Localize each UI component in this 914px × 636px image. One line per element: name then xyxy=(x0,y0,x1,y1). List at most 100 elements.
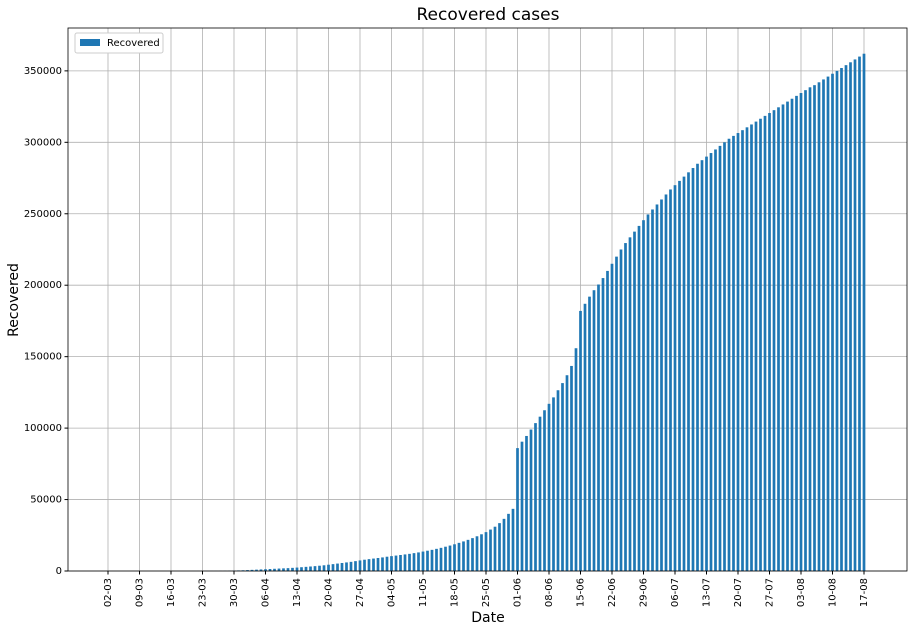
bar xyxy=(561,383,564,571)
x-tick-label: 06-07 xyxy=(670,578,681,607)
y-tick-label: 250000 xyxy=(24,209,62,220)
bar xyxy=(737,133,740,571)
bar xyxy=(809,87,812,571)
legend-swatch xyxy=(80,39,100,46)
bar xyxy=(575,348,578,571)
x-tick-label: 08-06 xyxy=(544,578,555,607)
y-tick-label: 150000 xyxy=(24,352,62,363)
bar xyxy=(647,214,650,571)
bar xyxy=(822,79,825,571)
bar xyxy=(498,523,501,571)
bar xyxy=(764,116,767,571)
bar xyxy=(476,536,479,571)
bar xyxy=(813,85,816,571)
x-tick-label: 20-04 xyxy=(324,578,335,607)
x-tick-label: 06-04 xyxy=(261,578,272,607)
x-tick-label: 10-08 xyxy=(828,578,839,607)
bar xyxy=(719,146,722,571)
bar xyxy=(431,550,434,571)
bar xyxy=(620,249,623,571)
x-tick-label: 16-03 xyxy=(166,578,177,607)
chart-title: Recovered cases xyxy=(417,5,560,25)
bar xyxy=(642,220,645,571)
x-tick-label: 09-03 xyxy=(135,578,146,607)
bar xyxy=(557,390,560,571)
bar xyxy=(300,567,303,571)
bar xyxy=(543,410,546,571)
bar xyxy=(804,90,807,571)
bar xyxy=(408,554,411,571)
bar xyxy=(404,554,407,571)
bar xyxy=(849,62,852,571)
bar xyxy=(399,555,402,571)
x-tick-label: 02-03 xyxy=(103,578,114,607)
bar xyxy=(323,565,326,571)
bar xyxy=(305,567,308,571)
x-tick-label: 23-03 xyxy=(198,578,209,607)
x-tick-label: 13-04 xyxy=(292,578,303,607)
bar xyxy=(602,278,605,571)
bar xyxy=(327,565,330,571)
bar xyxy=(449,546,452,571)
bar xyxy=(521,442,524,571)
bar xyxy=(458,543,461,571)
bar xyxy=(687,172,690,571)
bar xyxy=(606,271,609,571)
x-tick-label: 29-06 xyxy=(639,578,650,607)
bar xyxy=(746,127,749,571)
bar xyxy=(714,149,717,571)
bar xyxy=(345,562,348,571)
bar xyxy=(732,136,735,571)
x-tick-label: 17-08 xyxy=(859,578,870,607)
bar xyxy=(318,566,321,571)
bar xyxy=(368,559,371,571)
bar xyxy=(777,107,780,571)
x-tick-label: 04-05 xyxy=(387,578,398,607)
bar xyxy=(309,566,312,571)
bar xyxy=(435,549,438,571)
bar xyxy=(336,564,339,571)
bar xyxy=(633,232,636,571)
bar xyxy=(768,113,771,571)
legend-label: Recovered xyxy=(107,38,160,49)
bar xyxy=(665,194,668,571)
bar xyxy=(507,514,510,571)
bar xyxy=(728,139,731,571)
bar xyxy=(503,519,506,571)
bar xyxy=(683,177,686,571)
bar xyxy=(656,204,659,571)
y-tick-label: 200000 xyxy=(24,280,62,291)
bar xyxy=(332,564,335,571)
bar xyxy=(593,290,596,571)
x-tick-label: 25-05 xyxy=(481,578,492,607)
bar xyxy=(381,557,384,571)
x-tick-label: 27-04 xyxy=(355,578,366,607)
x-tick-label: 22-06 xyxy=(607,578,618,607)
bar xyxy=(512,509,515,571)
bar xyxy=(831,74,834,571)
bar xyxy=(858,57,861,571)
bar xyxy=(615,257,618,571)
y-tick-label: 100000 xyxy=(24,423,62,434)
bar xyxy=(701,160,704,571)
bar xyxy=(462,541,465,571)
bar xyxy=(863,54,866,571)
bar xyxy=(377,558,380,571)
bar xyxy=(800,93,803,571)
x-tick-label: 15-06 xyxy=(576,578,587,607)
bar xyxy=(440,548,443,571)
y-tick-label: 300000 xyxy=(24,137,62,148)
x-tick-label: 13-07 xyxy=(702,578,713,607)
bar xyxy=(296,568,299,571)
bar xyxy=(840,68,843,571)
bar xyxy=(741,130,744,571)
bar xyxy=(341,563,344,571)
bar xyxy=(705,157,708,571)
bar xyxy=(471,538,474,571)
bar xyxy=(552,397,555,571)
x-tick-label: 03-08 xyxy=(796,578,807,607)
bar xyxy=(363,560,366,571)
bar xyxy=(584,304,587,571)
bar xyxy=(390,556,393,571)
